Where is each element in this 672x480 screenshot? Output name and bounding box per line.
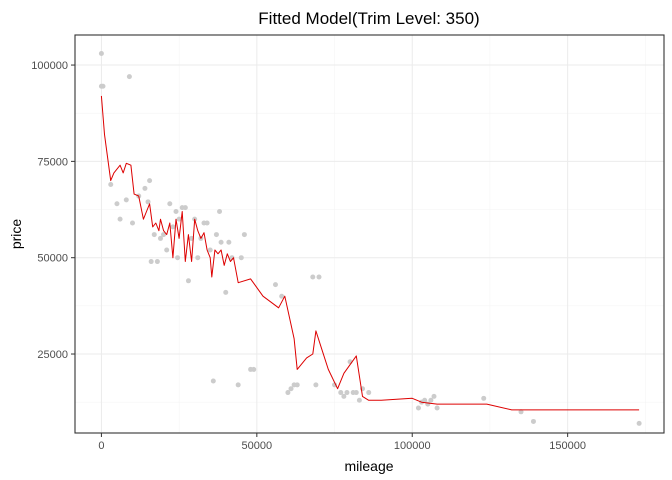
data-point <box>338 390 344 396</box>
data-point <box>207 247 213 253</box>
x-tick-label: 100000 <box>394 440 431 452</box>
data-point <box>223 289 229 295</box>
data-point <box>226 239 232 245</box>
data-point <box>366 390 372 396</box>
y-tick-label: 50000 <box>37 253 68 265</box>
data-point <box>100 83 106 89</box>
data-point <box>310 274 316 280</box>
data-point <box>285 390 291 396</box>
data-point <box>130 220 136 226</box>
data-point <box>235 382 241 388</box>
data-point <box>481 395 487 401</box>
data-point <box>145 199 151 205</box>
data-point <box>241 232 247 238</box>
data-point <box>176 216 182 222</box>
data-point <box>117 216 123 222</box>
data-point <box>294 382 300 388</box>
data-point <box>636 420 642 426</box>
chart-title: Fitted Model(Trim Level: 350) <box>258 9 479 28</box>
data-point <box>195 255 201 261</box>
data-point <box>173 208 179 214</box>
data-point <box>147 178 153 184</box>
data-point <box>428 397 434 403</box>
data-point <box>356 397 362 403</box>
data-point <box>313 382 319 388</box>
data-point <box>170 224 176 230</box>
data-point <box>422 397 428 403</box>
data-point <box>415 405 421 411</box>
data-point <box>238 255 244 261</box>
x-tick-label: 0 <box>98 440 104 452</box>
data-point <box>272 282 278 288</box>
data-point <box>288 386 294 392</box>
data-point <box>175 255 181 261</box>
data-point <box>164 247 170 253</box>
data-point <box>108 181 114 187</box>
data-point <box>217 208 223 214</box>
x-tick-label: 50000 <box>242 440 273 452</box>
y-tick-label: 75000 <box>37 156 68 168</box>
data-point <box>344 390 350 396</box>
data-point <box>114 201 120 207</box>
data-point <box>518 409 524 415</box>
data-point <box>161 232 167 238</box>
y-axis-title: price <box>8 219 24 250</box>
data-point <box>148 259 154 265</box>
data-point <box>157 235 163 241</box>
data-point <box>353 390 359 396</box>
data-point <box>229 255 235 261</box>
data-point <box>341 393 347 399</box>
data-point <box>182 205 188 211</box>
data-point <box>332 382 338 388</box>
y-tick-label: 25000 <box>37 349 68 361</box>
data-point <box>279 293 285 299</box>
data-point <box>251 366 257 372</box>
data-point <box>126 74 132 80</box>
y-tick-label: 100000 <box>31 60 68 72</box>
data-points <box>98 50 642 426</box>
axis-ticks: 0 50000 100000 150000 25000 50000 75000 100000 <box>31 60 586 452</box>
data-point <box>434 405 440 411</box>
data-point <box>185 278 191 284</box>
data-point <box>123 197 129 203</box>
fit-line-layer <box>100 95 640 411</box>
data-point <box>210 378 216 384</box>
panel-border <box>74 34 665 434</box>
data-point <box>151 232 157 238</box>
data-point <box>204 220 210 226</box>
fitted-line <box>100 95 640 411</box>
data-point <box>213 232 219 238</box>
data-point <box>530 418 536 424</box>
data-point <box>218 239 224 245</box>
data-point <box>167 201 173 207</box>
data-point <box>154 259 160 265</box>
x-tick-label: 150000 <box>549 440 586 452</box>
data-point <box>142 185 148 191</box>
data-point <box>98 50 104 56</box>
data-point <box>316 274 322 280</box>
data-point <box>431 393 437 399</box>
x-axis-title: mileage <box>344 458 393 474</box>
